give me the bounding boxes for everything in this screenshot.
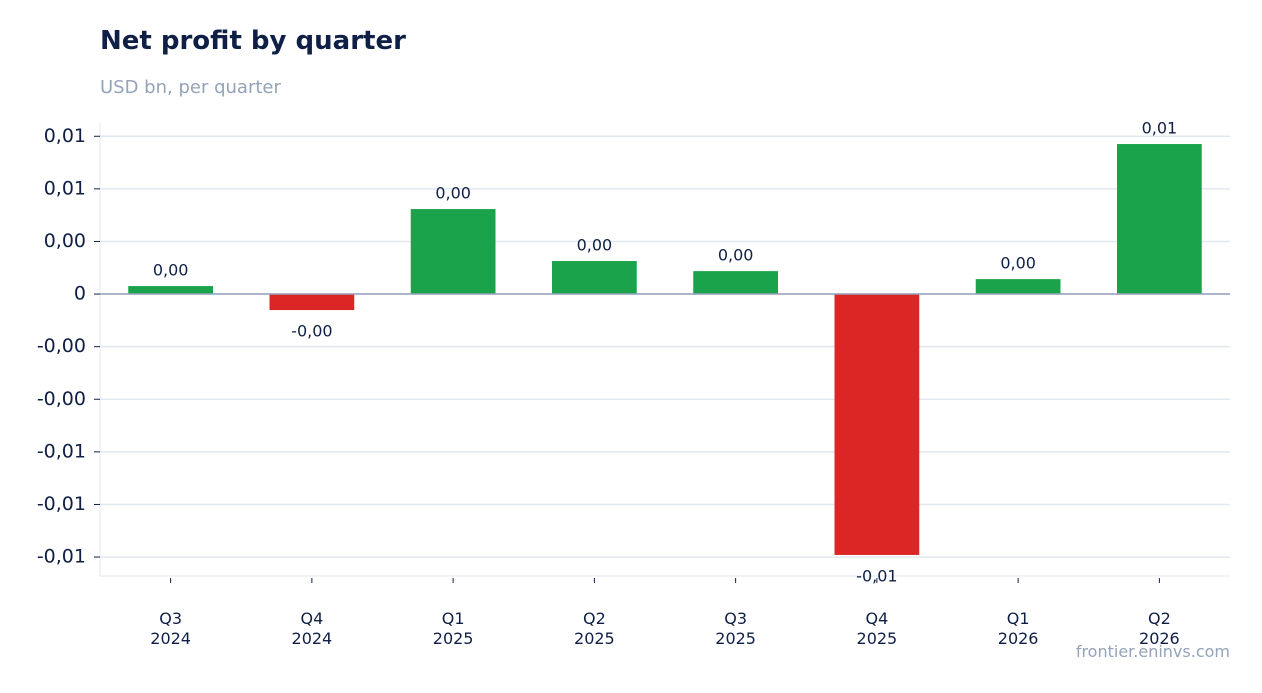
y-tick-label: 0,01	[44, 125, 86, 147]
x-tick-label: Q4 2024	[291, 609, 333, 648]
value-label: -0,01	[856, 566, 897, 585]
value-label: 0,00	[1000, 254, 1036, 273]
bar	[975, 279, 1061, 295]
value-label: 0,00	[153, 261, 189, 280]
y-tick-label: -0,00	[37, 388, 86, 410]
y-tick-label: 0,01	[44, 177, 86, 199]
y-tick-label: -0,01	[37, 440, 86, 462]
x-tick-label: Q1 2026	[997, 609, 1039, 648]
value-label: 0,00	[577, 236, 613, 255]
chart-title: Net profit by quarter	[100, 26, 406, 56]
x-tick-label: Q1 2025	[432, 609, 474, 648]
y-tick-label: -0,01	[37, 546, 86, 568]
x-tick-label: Q2 2025	[574, 609, 615, 648]
value-label: 0,00	[435, 184, 471, 203]
source: frontier.eninvs.com	[1075, 642, 1230, 661]
y-tick-label: 0,00	[44, 230, 86, 252]
x-tick-label: Q4 2025	[856, 609, 898, 648]
bar	[128, 286, 213, 295]
bar	[1117, 144, 1202, 295]
bar	[410, 209, 496, 295]
bar	[693, 271, 778, 295]
value-label: 0,01	[1142, 119, 1178, 138]
y-tick-label: -0,00	[37, 335, 86, 357]
bar	[552, 261, 637, 295]
y-tick-label: -0,01	[37, 493, 86, 515]
chart-subtitle: USD bn, per quarter	[100, 77, 281, 98]
value-label: -0,00	[291, 322, 332, 341]
x-tick-label: Q3 2024	[150, 609, 191, 648]
x-tick-label: Q2 2026	[1139, 609, 1180, 648]
value-label: 0,00	[718, 246, 754, 265]
x-tick-label: Q3 2025	[715, 609, 756, 648]
bar	[834, 294, 920, 555]
y-tick-label: 0	[74, 283, 86, 305]
bar	[269, 294, 355, 311]
